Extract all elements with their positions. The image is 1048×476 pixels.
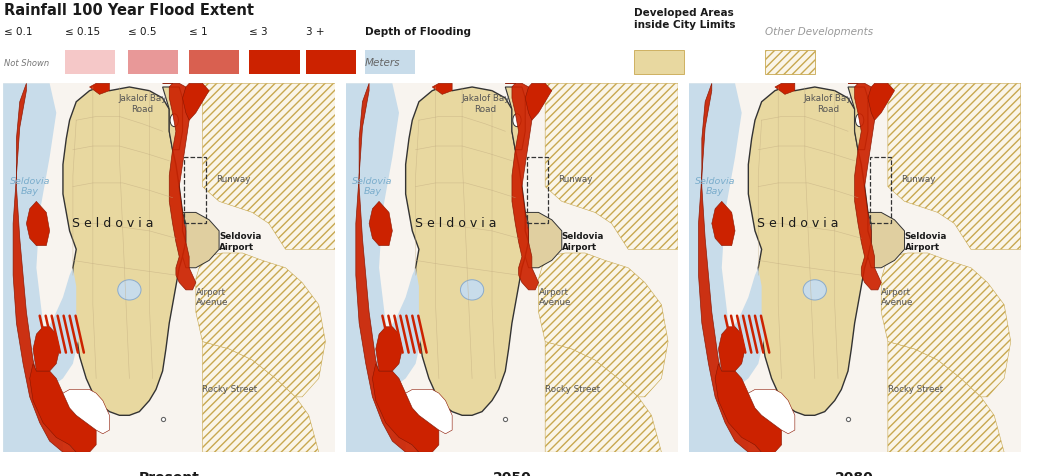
- Polygon shape: [182, 212, 219, 268]
- Text: Meters: Meters: [365, 58, 400, 68]
- Text: Seldovia
Airport: Seldovia Airport: [219, 232, 261, 252]
- Polygon shape: [774, 83, 794, 94]
- Polygon shape: [406, 389, 452, 434]
- Text: Seldovia
Airport: Seldovia Airport: [562, 232, 604, 252]
- Polygon shape: [539, 253, 668, 397]
- Text: ≤ 3: ≤ 3: [249, 27, 268, 38]
- Text: Not Shown: Not Shown: [4, 59, 49, 68]
- Text: Seldovia
Bay: Seldovia Bay: [352, 177, 393, 196]
- Ellipse shape: [460, 280, 484, 300]
- Polygon shape: [689, 83, 748, 452]
- Polygon shape: [505, 87, 525, 149]
- Polygon shape: [162, 83, 196, 290]
- Polygon shape: [848, 83, 881, 290]
- Polygon shape: [888, 342, 1004, 452]
- FancyBboxPatch shape: [634, 50, 684, 74]
- Text: ≤ 0.15: ≤ 0.15: [65, 27, 101, 38]
- Polygon shape: [376, 327, 402, 371]
- Text: Jakalof Bay
Road: Jakalof Bay Road: [461, 94, 509, 114]
- Text: Depth of Flooding: Depth of Flooding: [365, 27, 471, 38]
- Text: 3 +: 3 +: [306, 27, 325, 38]
- Text: Rocky Street: Rocky Street: [202, 385, 258, 394]
- Text: Airport
Avenue: Airport Avenue: [881, 288, 914, 307]
- Polygon shape: [432, 83, 452, 94]
- Text: ≤ 0.1: ≤ 0.1: [4, 27, 32, 38]
- Polygon shape: [346, 83, 406, 452]
- Text: Jakalof Bay
Road: Jakalof Bay Road: [118, 94, 167, 114]
- Polygon shape: [719, 327, 745, 371]
- Text: Airport
Avenue: Airport Avenue: [539, 288, 571, 307]
- Polygon shape: [89, 83, 109, 94]
- FancyBboxPatch shape: [128, 50, 178, 74]
- Polygon shape: [196, 253, 325, 397]
- Polygon shape: [376, 268, 422, 386]
- Polygon shape: [868, 83, 895, 120]
- Text: S e l d o v i a: S e l d o v i a: [415, 217, 496, 230]
- Polygon shape: [748, 87, 871, 415]
- Text: Rocky Street: Rocky Street: [545, 385, 601, 394]
- Polygon shape: [3, 83, 63, 452]
- Text: Runway: Runway: [901, 175, 936, 184]
- Polygon shape: [63, 87, 185, 415]
- Text: Seldovia
Bay: Seldovia Bay: [695, 177, 736, 196]
- Text: Present: Present: [138, 471, 200, 476]
- Polygon shape: [505, 83, 539, 290]
- Polygon shape: [715, 364, 782, 452]
- Text: Jakalof Bay
Road: Jakalof Bay Road: [804, 94, 852, 114]
- Polygon shape: [356, 83, 419, 452]
- FancyBboxPatch shape: [765, 50, 815, 74]
- Polygon shape: [848, 87, 868, 149]
- Polygon shape: [34, 327, 60, 371]
- Polygon shape: [699, 83, 762, 452]
- Polygon shape: [525, 83, 552, 120]
- Text: S e l d o v i a: S e l d o v i a: [72, 217, 153, 230]
- Polygon shape: [545, 342, 661, 452]
- Polygon shape: [29, 364, 96, 452]
- Polygon shape: [182, 83, 210, 120]
- FancyBboxPatch shape: [365, 50, 415, 74]
- Text: Rocky Street: Rocky Street: [888, 385, 943, 394]
- Ellipse shape: [117, 280, 141, 300]
- Polygon shape: [14, 83, 77, 452]
- Ellipse shape: [170, 114, 178, 127]
- FancyBboxPatch shape: [189, 50, 239, 74]
- Polygon shape: [202, 83, 335, 249]
- Ellipse shape: [512, 114, 521, 127]
- Text: Other Developments: Other Developments: [765, 27, 873, 38]
- Text: Rainfall 100 Year Flood Extent: Rainfall 100 Year Flood Extent: [4, 3, 255, 18]
- Polygon shape: [202, 342, 319, 452]
- Text: ≤ 1: ≤ 1: [189, 27, 208, 38]
- Polygon shape: [406, 87, 528, 415]
- Text: Seldovia
Bay: Seldovia Bay: [9, 177, 50, 196]
- Ellipse shape: [855, 114, 864, 127]
- Text: 2050: 2050: [493, 471, 531, 476]
- Text: Developed Areas
inside City Limits: Developed Areas inside City Limits: [634, 8, 736, 30]
- Text: ≤ 0.5: ≤ 0.5: [128, 27, 156, 38]
- Polygon shape: [712, 201, 735, 246]
- FancyBboxPatch shape: [65, 50, 115, 74]
- Polygon shape: [369, 201, 392, 246]
- Text: Runway: Runway: [216, 175, 250, 184]
- Polygon shape: [525, 212, 562, 268]
- Text: Airport
Avenue: Airport Avenue: [196, 288, 228, 307]
- Text: 2080: 2080: [835, 471, 874, 476]
- Polygon shape: [881, 253, 1010, 397]
- FancyBboxPatch shape: [306, 50, 356, 74]
- Text: Seldovia
Airport: Seldovia Airport: [904, 232, 946, 252]
- Polygon shape: [545, 83, 678, 249]
- Polygon shape: [162, 87, 182, 149]
- Text: S e l d o v i a: S e l d o v i a: [758, 217, 838, 230]
- Polygon shape: [63, 389, 109, 434]
- FancyBboxPatch shape: [249, 50, 300, 74]
- Ellipse shape: [803, 280, 827, 300]
- Polygon shape: [719, 268, 765, 386]
- Text: Runway: Runway: [559, 175, 593, 184]
- Polygon shape: [748, 389, 794, 434]
- Polygon shape: [888, 83, 1021, 249]
- Polygon shape: [868, 212, 904, 268]
- Polygon shape: [34, 268, 80, 386]
- Polygon shape: [372, 364, 439, 452]
- Polygon shape: [26, 201, 49, 246]
